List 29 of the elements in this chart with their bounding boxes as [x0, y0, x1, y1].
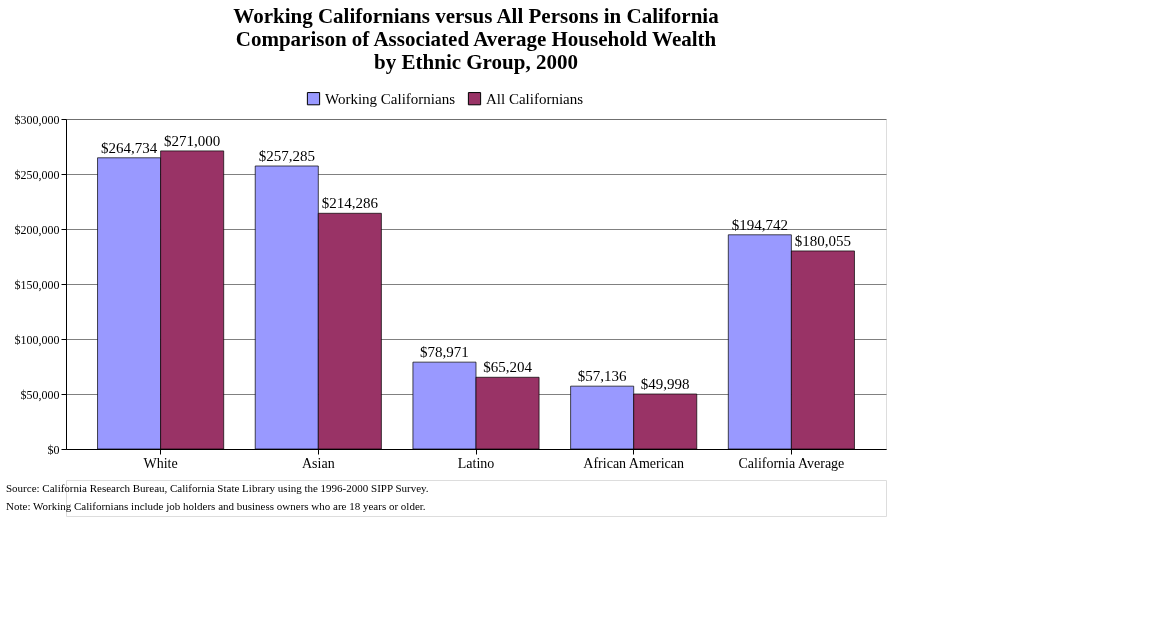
y-tick-label: $50,000: [20, 387, 60, 402]
text: Note: Working Californians include job holders and business owners who are 18 years or older.: [6, 500, 426, 512]
data-label: $180,055: [794, 232, 852, 249]
legend-label: Working Californians: [325, 90, 456, 107]
y-tick-label: $250,000: [14, 167, 60, 182]
y-tick-label: $300,000: [14, 112, 60, 127]
x-tick-label: White: [143, 455, 178, 471]
legend-label: All Californians: [486, 90, 584, 107]
data-label: $264,734: [100, 139, 158, 156]
text: by Ethnic Group, 2000: [374, 50, 578, 74]
text: Comparison of Associated Average Household Wealth: [235, 27, 717, 51]
data-label: $214,286: [321, 195, 379, 212]
y-tick-label: $100,000: [14, 332, 60, 347]
source-note: Source: California Research Bureau, California State Library using the 1996-2000 SIPP Survey.: [6, 482, 429, 494]
y-tick-label: $150,000: [14, 277, 60, 292]
data-label: $271,000: [164, 132, 221, 149]
data-label: $57,136: [577, 368, 628, 385]
x-tick-label: Asian: [301, 455, 335, 471]
data-label: $78,971: [420, 344, 469, 361]
x-tick-label: Latino: [457, 455, 495, 471]
y-tick-label: $200,000: [14, 222, 60, 237]
x-tick-label: African American: [583, 455, 685, 471]
data-label: $49,998: [640, 376, 690, 392]
y-tick-label: $0: [47, 442, 60, 457]
x-tick-label: California Average: [738, 455, 845, 471]
text: Working Californians versus All Persons in California: [233, 4, 719, 28]
data-label: $65,204: [483, 359, 533, 376]
data-label: $194,742: [731, 216, 788, 233]
data-label: $257,285: [258, 147, 315, 164]
